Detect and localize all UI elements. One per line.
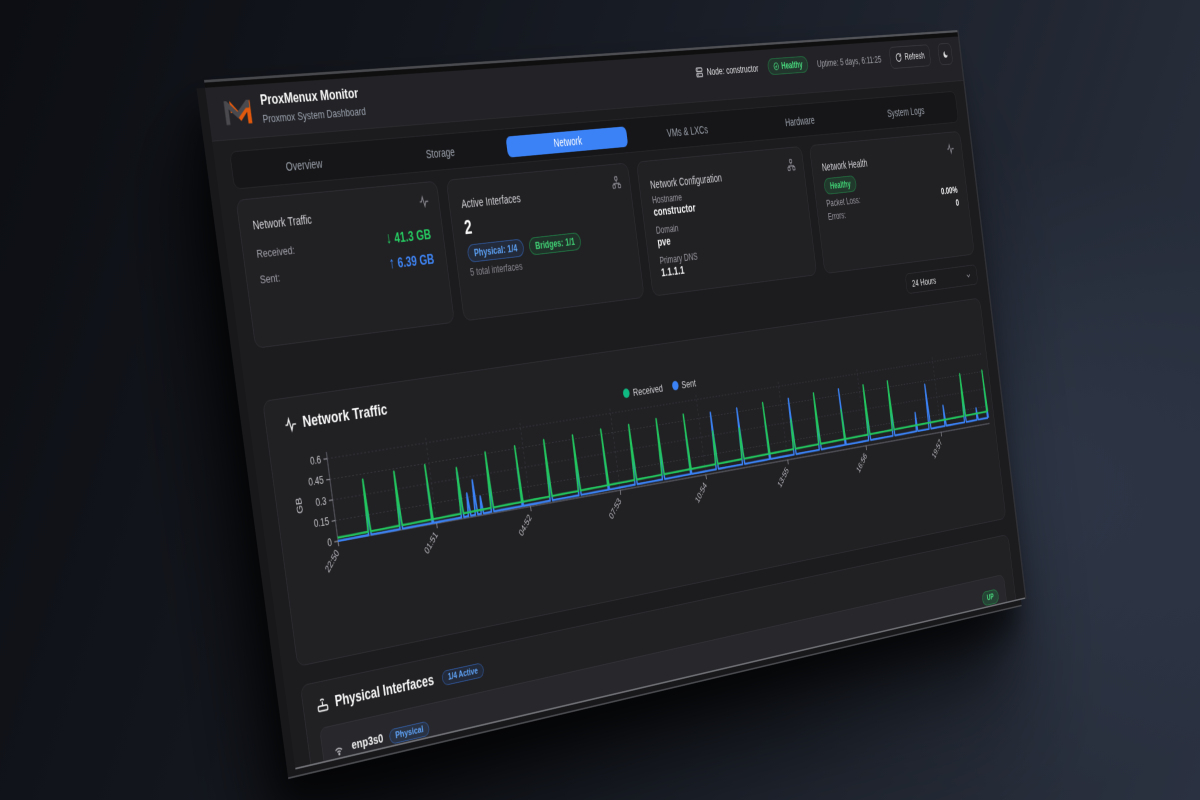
svg-text:0.45: 0.45 [308,475,325,489]
svg-text:10:54: 10:54 [694,481,709,506]
svg-text:01:51: 01:51 [423,530,440,557]
svg-text:22:50: 22:50 [324,548,342,575]
svg-text:13:55: 13:55 [776,466,790,490]
svg-text:19:57: 19:57 [931,438,944,461]
svg-text:0: 0 [327,537,333,550]
svg-text:0.15: 0.15 [313,516,330,531]
svg-text:07:53: 07:53 [608,496,624,522]
svg-text:GB: GB [295,497,306,515]
svg-text:04:52: 04:52 [517,513,533,539]
svg-text:16:56: 16:56 [855,451,869,475]
svg-text:0.6: 0.6 [309,454,322,468]
svg-text:0.3: 0.3 [315,496,328,510]
